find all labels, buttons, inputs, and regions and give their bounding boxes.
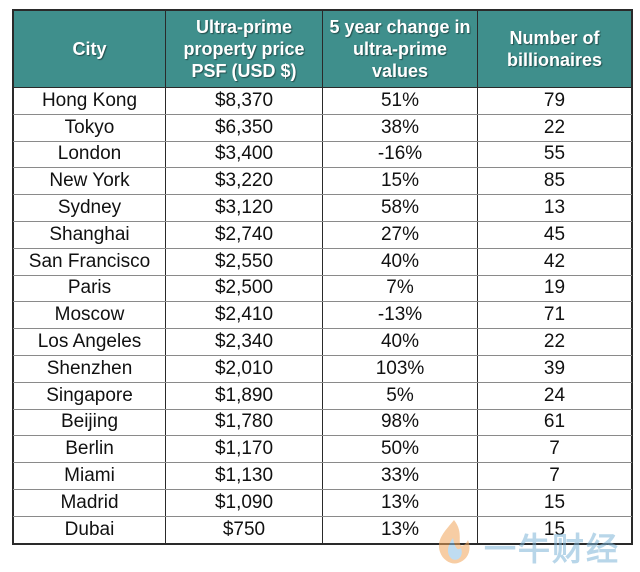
cell-billionaires: 7 xyxy=(477,435,632,464)
cell-change: -13% xyxy=(322,301,478,330)
cell-billionaires: 45 xyxy=(477,221,632,249)
table-header: City Ultra-prime property price PSF (USD… xyxy=(13,10,632,88)
cell-change: 103% xyxy=(322,355,478,383)
cell-city: Tokyo xyxy=(13,114,166,142)
cell-price: $3,400 xyxy=(165,141,323,169)
cell-city: Dubai xyxy=(13,516,166,544)
cell-billionaires: 79 xyxy=(477,87,632,115)
cell-city: Shanghai xyxy=(13,221,166,249)
cell-price: $2,340 xyxy=(165,328,323,356)
table-row: Madrid $1,090 13% 15 xyxy=(13,489,632,517)
cell-billionaires: 15 xyxy=(477,516,632,544)
table-row: Hong Kong $8,370 51% 79 xyxy=(13,87,632,115)
table-row: Tokyo $6,350 38% 22 xyxy=(13,114,632,142)
cell-price: $1,090 xyxy=(165,489,323,517)
cell-city: Berlin xyxy=(13,435,166,464)
table-row: Paris $2,500 7% 19 xyxy=(13,275,632,303)
cell-price: $2,010 xyxy=(165,355,323,383)
cell-price: $1,890 xyxy=(165,382,323,410)
table-body: Hong Kong $8,370 51% 79 Tokyo $6,350 38% 22 Lond… xyxy=(13,87,632,544)
cell-price: $8,370 xyxy=(165,87,323,115)
cell-billionaires: 19 xyxy=(477,275,632,303)
cell-city: London xyxy=(13,141,166,169)
cell-billionaires: 85 xyxy=(477,167,632,196)
header-city: City xyxy=(13,10,166,88)
cell-city: New York xyxy=(13,167,166,196)
cell-billionaires: 15 xyxy=(477,489,632,517)
cell-billionaires: 61 xyxy=(477,409,632,437)
cell-price: $3,120 xyxy=(165,194,323,222)
cell-billionaires: 7 xyxy=(477,462,632,490)
cell-change: 15% xyxy=(322,167,478,196)
cell-city: San Francisco xyxy=(13,248,166,276)
table-row: Beijing $1,780 98% 61 xyxy=(13,409,632,437)
cell-city: Sydney xyxy=(13,194,166,222)
cell-change: 98% xyxy=(322,409,478,437)
cell-change: 38% xyxy=(322,114,478,142)
cell-city: Miami xyxy=(13,462,166,490)
table-row: Moscow $2,410 -13% 71 xyxy=(13,301,632,330)
cell-price: $750 xyxy=(165,516,323,544)
header-row: City Ultra-prime property price PSF (USD… xyxy=(13,10,632,88)
table-row: Dubai $750 13% 15 xyxy=(13,516,632,544)
cell-city: Hong Kong xyxy=(13,87,166,115)
cell-city: Los Angeles xyxy=(13,328,166,356)
table-row: Miami $1,130 33% 7 xyxy=(13,462,632,490)
table-row: London $3,400 -16% 55 xyxy=(13,141,632,169)
cell-city: Madrid xyxy=(13,489,166,517)
cell-change: 27% xyxy=(322,221,478,249)
cell-price: $1,130 xyxy=(165,462,323,490)
cell-city: Singapore xyxy=(13,382,166,410)
cell-billionaires: 39 xyxy=(477,355,632,383)
cell-billionaires: 22 xyxy=(477,328,632,356)
cell-change: 40% xyxy=(322,328,478,356)
cell-city: Shenzhen xyxy=(13,355,166,383)
table-row: San Francisco $2,550 40% 42 xyxy=(13,248,632,276)
data-table-container: City Ultra-prime property price PSF (USD… xyxy=(12,9,633,545)
cell-city: Paris xyxy=(13,275,166,303)
cell-price: $1,170 xyxy=(165,435,323,464)
cell-city: Beijing xyxy=(13,409,166,437)
table-row: Sydney $3,120 58% 13 xyxy=(13,194,632,222)
cell-price: $1,780 xyxy=(165,409,323,437)
table-row: New York $3,220 15% 85 xyxy=(13,167,632,196)
header-price: Ultra-prime property price PSF (USD $) xyxy=(165,10,323,88)
cell-price: $2,740 xyxy=(165,221,323,249)
cell-billionaires: 55 xyxy=(477,141,632,169)
table-row: Berlin $1,170 50% 7 xyxy=(13,435,632,464)
cell-change: 13% xyxy=(322,516,478,544)
table-row: Shenzhen $2,010 103% 39 xyxy=(13,355,632,383)
cell-billionaires: 71 xyxy=(477,301,632,330)
cell-change: 7% xyxy=(322,275,478,303)
cell-price: $2,550 xyxy=(165,248,323,276)
cell-change: 33% xyxy=(322,462,478,490)
table-row: Shanghai $2,740 27% 45 xyxy=(13,221,632,249)
cell-change: 40% xyxy=(322,248,478,276)
cell-billionaires: 13 xyxy=(477,194,632,222)
table-row: Los Angeles $2,340 40% 22 xyxy=(13,328,632,356)
city-property-table: City Ultra-prime property price PSF (USD… xyxy=(13,10,632,544)
cell-change: 5% xyxy=(322,382,478,410)
cell-change: 13% xyxy=(322,489,478,517)
cell-price: $2,410 xyxy=(165,301,323,330)
cell-change: -16% xyxy=(322,141,478,169)
cell-price: $3,220 xyxy=(165,167,323,196)
cell-billionaires: 24 xyxy=(477,382,632,410)
cell-city: Moscow xyxy=(13,301,166,330)
cell-price: $2,500 xyxy=(165,275,323,303)
table-row: Singapore $1,890 5% 24 xyxy=(13,382,632,410)
cell-change: 51% xyxy=(322,87,478,115)
cell-billionaires: 42 xyxy=(477,248,632,276)
cell-change: 50% xyxy=(322,435,478,464)
cell-price: $6,350 xyxy=(165,114,323,142)
cell-billionaires: 22 xyxy=(477,114,632,142)
cell-change: 58% xyxy=(322,194,478,222)
header-change: 5 year change in ultra-prime values xyxy=(322,10,478,88)
header-billionaires: Number of billionaires xyxy=(477,10,632,88)
